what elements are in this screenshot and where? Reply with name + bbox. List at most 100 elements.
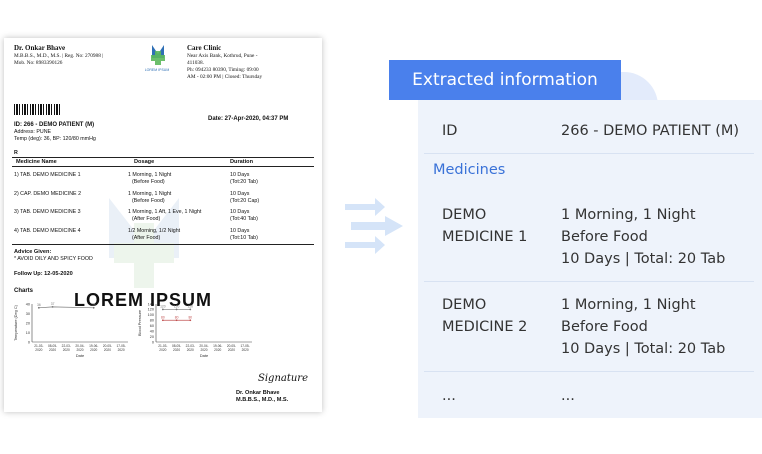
table-row-total: (Tot:20 Tab) bbox=[230, 179, 258, 185]
y-tick-label: 20 bbox=[26, 321, 30, 325]
clinic-logo: LOREM IPSUM bbox=[145, 45, 170, 72]
x-tick-label: 2020 bbox=[187, 348, 194, 352]
data-point bbox=[161, 308, 164, 311]
data-point bbox=[175, 319, 178, 322]
medicine-duration-total: 10 Days | Total: 20 Tab bbox=[561, 341, 726, 357]
table-row-medicine-name: 1) TAB. DEMO MEDICINE 1 bbox=[14, 172, 81, 178]
data-point bbox=[161, 319, 164, 322]
medicine-dosage: 1 Morning, 1 Night bbox=[561, 297, 696, 313]
x-tick-label: 2020 bbox=[159, 348, 166, 352]
medicine-dosage: 1 Morning, 1 Night bbox=[561, 207, 696, 223]
rx-symbol: R bbox=[14, 150, 18, 156]
y-tick-label: 40 bbox=[26, 302, 30, 306]
follow-up: Follow Up: 12-05-2020 bbox=[14, 271, 73, 277]
x-tick-label: 22-03- bbox=[186, 344, 195, 348]
x-tick-label: 2020 bbox=[214, 348, 221, 352]
data-label: 36 bbox=[92, 303, 96, 307]
x-tick-label: 21-03- bbox=[34, 344, 43, 348]
prescription-date: Date: 27-Apr-2020, 04:37 PM bbox=[208, 116, 289, 122]
x-tick-label: 17-05- bbox=[241, 344, 250, 348]
doctor-qualification: M.B.B.S., M.D., M.S. | Reg. No: 270988 | bbox=[14, 53, 104, 59]
x-tick-label: 19-06- bbox=[213, 344, 222, 348]
x-tick-label: 20-04- bbox=[199, 344, 208, 348]
medicines-section-title: Medicines bbox=[433, 162, 506, 178]
advice-text: * AVOID OILY AND SPICY FOOD bbox=[14, 256, 93, 262]
more-value: ... bbox=[561, 388, 575, 404]
table-row-duration: 10 Days bbox=[230, 191, 250, 197]
data-label: 120 bbox=[160, 304, 166, 308]
y-tick-label: 0 bbox=[28, 340, 30, 344]
data-label: 80 bbox=[175, 315, 179, 319]
data-point bbox=[189, 319, 192, 322]
table-row-total: (Tot:40 Tab) bbox=[230, 216, 258, 222]
table-row-dosage: 1 Morning, 1 Aft, 1 Eve, 1 Night bbox=[128, 209, 202, 215]
data-point bbox=[92, 306, 95, 309]
table-bottom-rule bbox=[12, 244, 314, 245]
x-tick-label: 2020 bbox=[35, 348, 42, 352]
watermark-logo bbox=[109, 198, 179, 288]
x-tick-label: 2020 bbox=[173, 348, 180, 352]
table-row-dosage-note: (After Food) bbox=[132, 235, 161, 241]
column-medicine-name: Medicine Name bbox=[16, 159, 57, 165]
x-tick-label: 19-06- bbox=[89, 344, 98, 348]
row-divider bbox=[424, 371, 754, 372]
y-tick-label: 80 bbox=[150, 319, 154, 323]
x-tick-label: 17-05- bbox=[117, 344, 126, 348]
data-label: 36 bbox=[37, 303, 41, 307]
more-label: ... bbox=[442, 388, 456, 404]
table-row-duration: 10 Days bbox=[230, 172, 250, 178]
x-tick-label: 21-03- bbox=[158, 344, 167, 348]
table-row-medicine-name: 3) TAB. DEMO MEDICINE 3 bbox=[14, 209, 81, 215]
x-tick-label: 2020 bbox=[49, 348, 56, 352]
clinic-name: Care Clinic bbox=[187, 44, 222, 52]
patient-id: ID: 266 - DEMO PATIENT (M) bbox=[14, 122, 95, 128]
row-divider bbox=[424, 153, 754, 154]
medicine-name-line: MEDICINE 2 bbox=[442, 319, 528, 335]
table-row-dosage-note: (After Food) bbox=[132, 216, 161, 222]
x-tick-label: 20-05- bbox=[103, 344, 112, 348]
x-tick-label: 08-05- bbox=[48, 344, 57, 348]
transform-arrow-icon bbox=[345, 198, 403, 254]
x-tick-label: 2020 bbox=[118, 348, 125, 352]
patient-address: Address: PUNE bbox=[14, 129, 52, 135]
clinic-address-line: Near Axis Bank, Kothrud, Pune - bbox=[187, 53, 258, 59]
x-tick-label: 2020 bbox=[242, 348, 249, 352]
data-point bbox=[189, 308, 192, 311]
medicine-food-instruction: Before Food bbox=[561, 319, 648, 335]
y-tick-label: 60 bbox=[150, 324, 154, 328]
table-row-medicine-name: 4) TAB. DEMO MEDICINE 4 bbox=[14, 228, 81, 234]
patient-vitals: Temp (deg): 36, BP: 120/80 mmHg bbox=[14, 136, 96, 142]
clinic-timing-line: AM - 02:00 PM | Closed: Thursday bbox=[187, 74, 263, 80]
data-label: 80 bbox=[161, 315, 165, 319]
x-axis-label: Date bbox=[200, 353, 209, 358]
clinic-address-line: 411038. bbox=[187, 60, 205, 66]
table-row-dosage-note: (Before Food) bbox=[132, 198, 165, 204]
medicine-name-line: DEMO bbox=[442, 297, 487, 313]
advice-title: Advice Given: bbox=[14, 249, 52, 255]
x-axis-label: Date bbox=[76, 353, 85, 358]
column-dosage: Dosage bbox=[134, 159, 155, 165]
blood-pressure-chart: 02040608010012014021-03-202008-05-202022… bbox=[138, 302, 252, 358]
y-tick-label: 120 bbox=[148, 308, 154, 312]
x-tick-label: 2020 bbox=[63, 348, 70, 352]
x-tick-label: 20-04- bbox=[75, 344, 84, 348]
logo-text: LOREM IPSUM bbox=[145, 68, 170, 72]
row-divider bbox=[424, 281, 754, 282]
x-tick-label: 2020 bbox=[200, 348, 207, 352]
data-label: 80 bbox=[188, 315, 192, 319]
table-row-total: (Tot:20 Cap) bbox=[230, 198, 260, 204]
y-axis-label: Temperature (Deg C) bbox=[14, 304, 18, 340]
table-row-total: (Tot:10 Tab) bbox=[230, 235, 258, 241]
doctor-name: Dr. Onkar Bhave bbox=[14, 44, 66, 52]
medicine-name-line: DEMO bbox=[442, 207, 487, 223]
id-label: ID bbox=[442, 123, 458, 139]
y-tick-label: 40 bbox=[150, 329, 154, 333]
x-tick-label: 22-03- bbox=[62, 344, 71, 348]
data-point bbox=[51, 305, 54, 308]
temperature-chart: 01020304021-03-202008-05-202022-03-20202… bbox=[14, 302, 128, 358]
charts-title: Charts bbox=[14, 288, 34, 294]
y-tick-label: 0 bbox=[152, 340, 154, 344]
y-tick-label: 140 bbox=[148, 302, 154, 306]
doctor-mobile: Mob. No: 8983390126 bbox=[14, 60, 63, 66]
data-label: 120 bbox=[174, 304, 180, 308]
